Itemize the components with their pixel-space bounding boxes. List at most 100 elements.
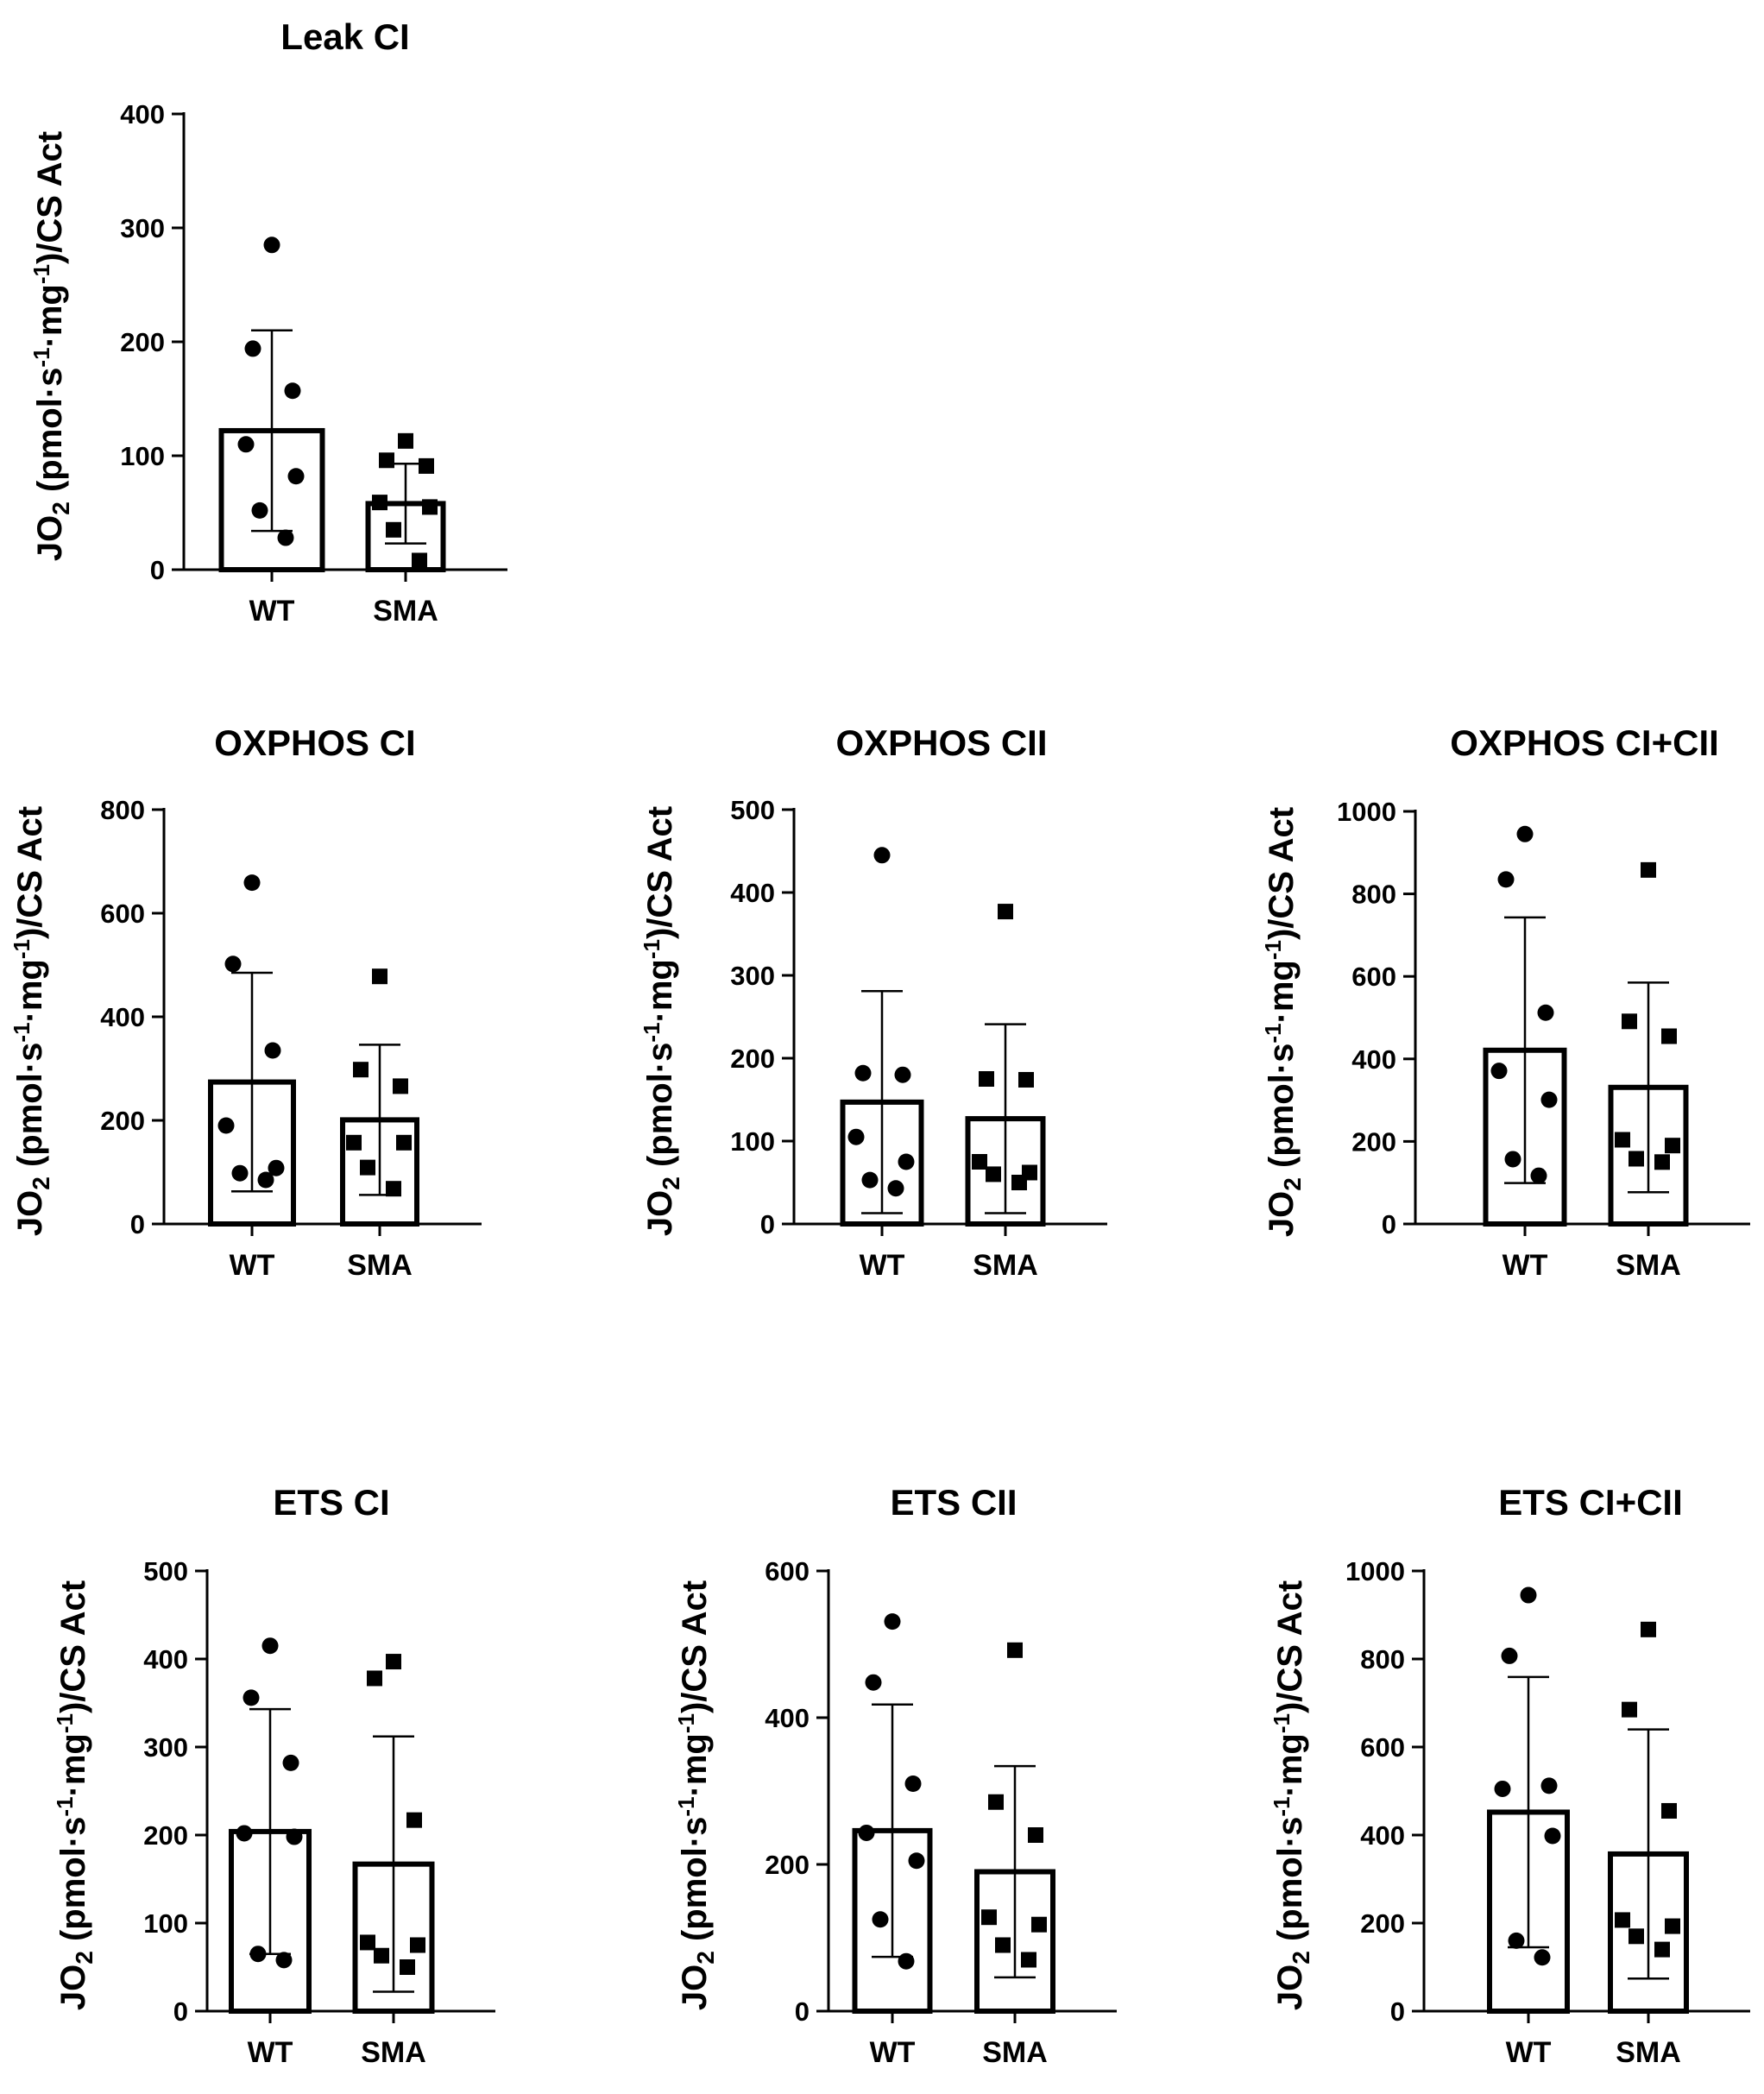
category-label-wt: WT <box>248 2036 293 2069</box>
category-label-sma: SMA <box>982 2036 1048 2069</box>
category-label-sma: SMA <box>373 595 438 628</box>
data-point-sma <box>1622 1701 1637 1718</box>
data-point-wt <box>277 529 294 546</box>
chart-title: ETS CII <box>890 1482 1017 1523</box>
data-point-wt <box>237 436 255 453</box>
y-tick-label: 600 <box>1351 962 1396 992</box>
y-tick-label: 500 <box>143 1556 188 1586</box>
data-point-sma <box>1641 861 1656 878</box>
data-point-sma <box>1615 1912 1630 1928</box>
y-tick-label: 600 <box>100 899 145 929</box>
chart-title: OXPHOS CI+CII <box>1450 722 1719 763</box>
data-point-wt <box>1530 1167 1547 1184</box>
data-point-sma <box>346 1134 362 1151</box>
data-point-wt <box>1504 1151 1521 1168</box>
data-point-sma <box>1007 1642 1023 1658</box>
category-label-sma: SMA <box>973 1249 1038 1282</box>
data-point-sma <box>379 452 394 469</box>
data-point-wt <box>861 1171 879 1189</box>
y-tick-label: 300 <box>143 1732 188 1763</box>
y-tick-label: 1000 <box>1345 1556 1405 1586</box>
data-point-wt <box>249 1946 267 1963</box>
y-axis-label: JO2 (pmol·s-1·mg-1)/CS Act <box>9 806 54 1236</box>
data-point-wt <box>244 340 261 357</box>
data-point-sma <box>1629 1928 1644 1945</box>
y-tick-label: 0 <box>1390 1996 1405 2027</box>
chart-panel-3: OXPHOS CII JO2 (pmol·s-1·mg-1)/CS Act 0 100… <box>639 722 1107 1282</box>
data-point-wt <box>286 1828 303 1845</box>
data-point-wt <box>243 1689 260 1706</box>
data-point-sma <box>372 968 387 985</box>
data-point-sma <box>360 1159 375 1176</box>
data-point-sma <box>986 1166 1001 1183</box>
category-label-wt: WT <box>1506 2036 1552 2069</box>
data-point-wt <box>1540 1777 1558 1794</box>
y-tick-label: 1000 <box>1337 797 1396 827</box>
data-point-sma <box>419 457 434 474</box>
data-point-sma <box>1629 1151 1644 1167</box>
chart-panel-7: ETS CI+CII JO2 (pmol·s-1·mg-1)/CS Act 0 200… <box>1269 1482 1750 2069</box>
data-point-wt <box>284 382 301 400</box>
data-point-wt <box>872 1911 889 1928</box>
y-tick-label: 500 <box>730 795 775 825</box>
data-point-sma <box>1654 1154 1670 1170</box>
y-tick-label: 600 <box>1360 1732 1405 1763</box>
data-point-wt <box>282 1754 299 1771</box>
data-point-sma <box>1031 1916 1047 1933</box>
y-tick-label: 400 <box>1360 1820 1405 1851</box>
y-tick-label: 0 <box>150 555 165 585</box>
data-point-sma <box>400 1959 415 1975</box>
category-label-sma: SMA <box>1616 1249 1681 1282</box>
y-tick-label: 400 <box>120 99 165 129</box>
data-point-sma <box>398 432 413 449</box>
data-point-sma <box>1018 1071 1034 1088</box>
chart-panel-4: OXPHOS CI+CII JO2 (pmol·s-1·mg-1)/CS Act 0… <box>1260 722 1750 1282</box>
y-tick-label: 200 <box>120 327 165 357</box>
y-axis-label: JO2 (pmol·s-1·mg-1)/CS Act <box>1269 1580 1314 2010</box>
data-point-wt <box>224 956 242 973</box>
data-point-wt <box>1497 871 1515 888</box>
y-tick-label: 400 <box>1351 1044 1396 1075</box>
y-tick-label: 600 <box>765 1556 810 1586</box>
data-point-sma <box>372 495 387 511</box>
data-point-wt <box>1534 1949 1551 1966</box>
data-point-wt <box>217 1117 235 1134</box>
y-tick-label: 300 <box>730 961 775 991</box>
data-point-sma <box>386 1181 401 1197</box>
data-point-sma <box>979 1071 994 1087</box>
data-point-wt <box>257 1171 274 1189</box>
data-point-wt <box>1508 1932 1525 1949</box>
category-label-wt: WT <box>230 1249 275 1282</box>
data-point-wt <box>873 847 891 864</box>
data-point-wt <box>887 1180 904 1197</box>
data-point-wt <box>1501 1647 1518 1664</box>
y-tick-label: 200 <box>765 1850 810 1880</box>
data-point-sma <box>981 1909 997 1926</box>
chart-panel-2: OXPHOS CI JO2 (pmol·s-1·mg-1)/CS Act 0 200 4… <box>9 722 482 1282</box>
data-point-wt <box>1516 825 1534 842</box>
chart-title: OXPHOS CI <box>214 722 415 763</box>
data-point-wt <box>1494 1780 1511 1797</box>
data-point-sma <box>1615 1132 1630 1148</box>
data-point-sma <box>1028 1827 1043 1843</box>
data-point-wt <box>1520 1586 1537 1604</box>
data-point-wt <box>858 1824 875 1841</box>
data-point-wt <box>275 1952 293 1969</box>
y-tick-label: 0 <box>130 1209 145 1239</box>
chart-title: Leak CI <box>280 16 409 57</box>
data-point-sma <box>1641 1621 1656 1637</box>
y-tick-label: 300 <box>120 213 165 243</box>
y-tick-label: 0 <box>760 1209 775 1239</box>
data-point-sma <box>1665 1138 1680 1154</box>
data-point-wt <box>264 1042 281 1059</box>
y-tick-label: 400 <box>143 1644 188 1675</box>
data-point-sma <box>1661 1028 1677 1044</box>
data-point-wt <box>263 237 280 254</box>
data-point-wt <box>1544 1827 1561 1845</box>
data-point-sma <box>1661 1802 1677 1819</box>
y-axis-label: JO2 (pmol·s-1·mg-1)/CS Act <box>639 806 684 1236</box>
data-point-sma <box>972 1154 987 1170</box>
data-point-wt <box>261 1637 279 1655</box>
data-point-wt <box>268 1159 285 1176</box>
